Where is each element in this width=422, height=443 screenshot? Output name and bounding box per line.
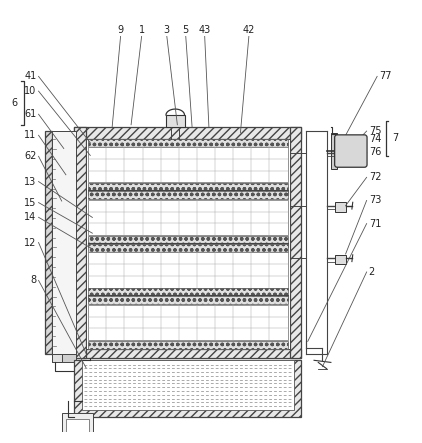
Bar: [335, 202, 346, 212]
Bar: [52, 354, 62, 361]
Bar: [88, 288, 287, 296]
Bar: [88, 236, 287, 244]
Bar: [289, 127, 301, 358]
Text: 10: 10: [24, 86, 36, 96]
Bar: [74, 127, 301, 139]
Bar: [88, 243, 287, 247]
Text: 14: 14: [24, 212, 36, 222]
Bar: [88, 296, 287, 304]
Text: 6: 6: [11, 97, 18, 108]
Text: 13: 13: [24, 177, 36, 187]
Bar: [88, 139, 287, 147]
Text: 41: 41: [24, 71, 36, 82]
Bar: [88, 295, 287, 299]
Text: 73: 73: [369, 195, 381, 206]
Text: 12: 12: [24, 237, 36, 248]
Bar: [88, 305, 287, 340]
Bar: [88, 148, 287, 183]
Bar: [88, 190, 287, 194]
Text: 9: 9: [117, 25, 124, 35]
Bar: [86, 139, 289, 349]
Bar: [335, 255, 346, 264]
Bar: [82, 360, 294, 409]
Bar: [52, 131, 76, 354]
Text: 76: 76: [369, 147, 381, 157]
Text: 42: 42: [243, 25, 255, 35]
Text: 2: 2: [369, 267, 375, 277]
Text: 15: 15: [24, 198, 36, 208]
Bar: [74, 127, 86, 358]
FancyBboxPatch shape: [335, 135, 367, 167]
Text: 3: 3: [164, 25, 170, 35]
Bar: [166, 115, 184, 127]
Bar: [335, 150, 346, 159]
Text: 43: 43: [199, 25, 211, 35]
Text: 71: 71: [369, 218, 381, 229]
Text: 77: 77: [379, 71, 392, 82]
Bar: [88, 183, 287, 191]
Text: 11: 11: [24, 130, 36, 140]
Bar: [66, 419, 89, 434]
Bar: [45, 131, 52, 354]
Text: 72: 72: [369, 172, 381, 183]
Text: 75: 75: [369, 126, 381, 136]
Text: 5: 5: [183, 25, 189, 35]
Bar: [331, 133, 337, 169]
Bar: [74, 360, 301, 417]
Bar: [88, 191, 287, 199]
Bar: [74, 349, 301, 358]
Bar: [62, 413, 93, 436]
Text: 1: 1: [138, 25, 145, 35]
Bar: [88, 244, 287, 252]
Text: 8: 8: [30, 276, 36, 285]
Bar: [88, 253, 287, 288]
Bar: [88, 200, 287, 235]
Bar: [88, 341, 287, 349]
Bar: [52, 354, 76, 361]
Text: 7: 7: [392, 133, 398, 144]
Text: 62: 62: [24, 152, 36, 161]
Text: 74: 74: [369, 135, 381, 144]
Text: 61: 61: [24, 109, 36, 119]
